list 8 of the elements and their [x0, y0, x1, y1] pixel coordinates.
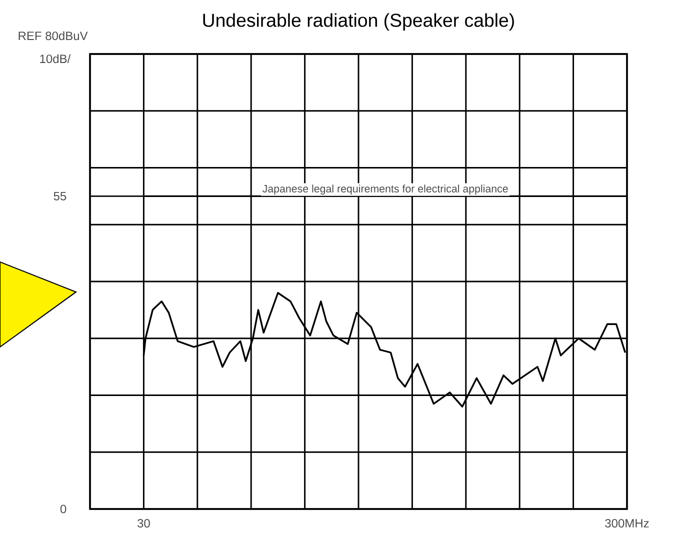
text: REF 80dBuV — [18, 31, 88, 40]
y-tick-label: 55 — [54, 192, 66, 200]
text: 10dB/ — [40, 54, 71, 64]
y-tick-label: 0 — [60, 504, 66, 514]
x-tick-label: 30 — [137, 519, 150, 528]
chart-title: Undesirable radiation (Speaker cable) — [203, 13, 514, 31]
ref-line-label: Japanese legal requirements for electrical appliance — [262, 184, 508, 195]
x-tick-label: 300MHz — [605, 519, 649, 528]
